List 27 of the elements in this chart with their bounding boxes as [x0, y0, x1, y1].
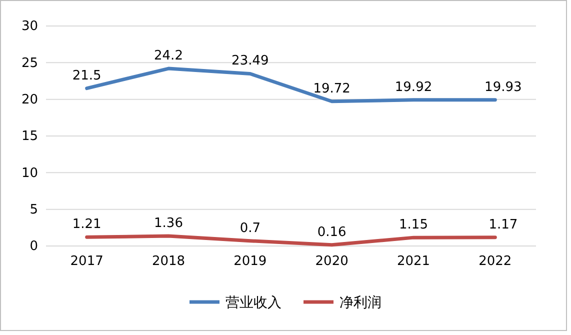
data-label: 0.7 — [240, 220, 261, 236]
y-tick-label: 15 — [21, 129, 38, 144]
data-label: 1.21 — [72, 217, 102, 232]
legend-label: 净利润 — [340, 295, 382, 311]
x-tick-label: 2019 — [234, 254, 267, 270]
y-tick-label: 30 — [21, 19, 38, 34]
y-tick-label: 0 — [30, 239, 38, 254]
data-label: 19.92 — [394, 80, 432, 95]
data-label: 1.36 — [154, 216, 183, 232]
data-label: 1.15 — [399, 218, 428, 233]
data-label: 24.2 — [154, 48, 183, 64]
y-tick-label: 5 — [30, 202, 38, 218]
data-label: 1.17 — [488, 217, 518, 232]
data-label: 21.5 — [72, 68, 102, 84]
data-label: 19.93 — [484, 80, 522, 95]
x-tick-label: 2020 — [315, 254, 348, 270]
data-label: 23.49 — [232, 54, 269, 69]
data-label: 0.16 — [317, 224, 346, 240]
data-label: 19.72 — [313, 81, 350, 96]
y-tick-label: 20 — [21, 92, 38, 108]
x-tick-label: 2018 — [152, 254, 186, 270]
y-tick-label: 25 — [21, 56, 38, 71]
x-tick-label: 2021 — [396, 254, 430, 270]
y-tick-label: 10 — [21, 166, 38, 181]
x-tick-label: 2022 — [478, 254, 512, 270]
x-tick-label: 2017 — [70, 254, 104, 270]
legend-label: 营业收入 — [226, 295, 282, 311]
